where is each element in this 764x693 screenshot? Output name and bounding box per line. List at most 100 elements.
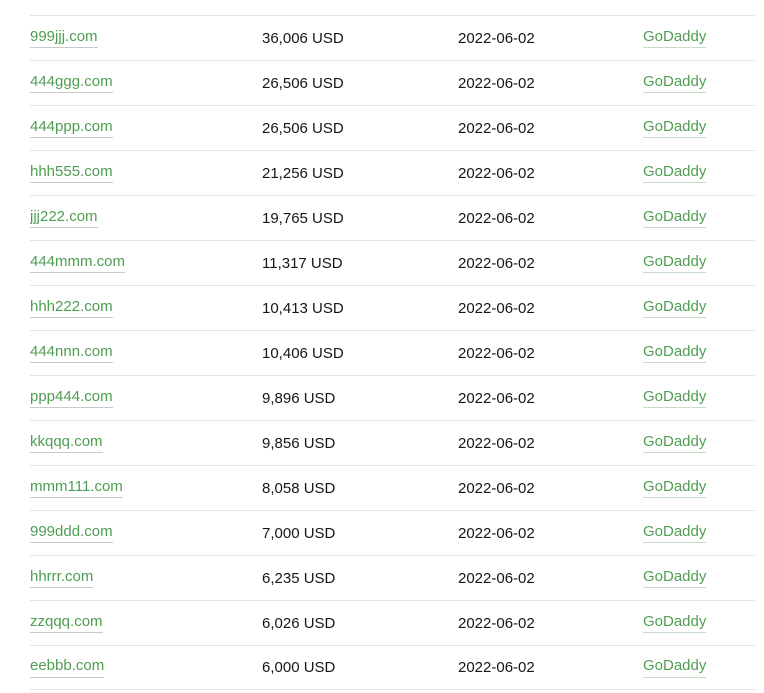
venue-cell: GoDaddy	[643, 118, 755, 139]
venue-cell: GoDaddy	[643, 208, 755, 229]
domain-cell: mmm111.com	[30, 478, 262, 499]
domain-cell: zzqqq.com	[30, 613, 262, 634]
date-value: 2022-06-02	[458, 119, 535, 137]
venue-cell: GoDaddy	[643, 478, 755, 499]
venue-link[interactable]: GoDaddy	[643, 253, 707, 274]
domain-link[interactable]: hhh222.com	[30, 298, 113, 319]
domain-cell: hhrrr.com	[30, 568, 262, 589]
domain-link[interactable]: zzqqq.com	[30, 613, 103, 634]
domain-link[interactable]: hhh555.com	[30, 163, 113, 184]
table-row: 999ddd.com 7,000 USD 2022-06-02 GoDaddy	[30, 510, 755, 555]
price-value: 9,896 USD	[262, 389, 336, 407]
venue-cell: GoDaddy	[643, 388, 755, 409]
venue-link[interactable]: GoDaddy	[643, 163, 707, 184]
venue-link[interactable]: GoDaddy	[643, 478, 707, 499]
domain-cell: hhh555.com	[30, 163, 262, 184]
date-value: 2022-06-02	[458, 209, 535, 227]
price-value: 7,000 USD	[262, 524, 336, 542]
table-row: mmm111.com 8,058 USD 2022-06-02 GoDaddy	[30, 465, 755, 510]
table-row: 444ggg.com 26,506 USD 2022-06-02 GoDaddy	[30, 60, 755, 105]
price-value: 21,256 USD	[262, 164, 344, 182]
venue-link[interactable]: GoDaddy	[643, 433, 707, 454]
domain-link[interactable]: 444nnn.com	[30, 343, 113, 364]
domain-link[interactable]: 999ddd.com	[30, 523, 113, 544]
domain-cell: 444ppp.com	[30, 118, 262, 139]
domain-cell: jjj222.com	[30, 208, 262, 229]
venue-cell: GoDaddy	[643, 73, 755, 94]
date-value: 2022-06-02	[458, 389, 535, 407]
venue-cell: GoDaddy	[643, 523, 755, 544]
price-value: 10,406 USD	[262, 344, 344, 362]
domain-link[interactable]: ppp444.com	[30, 388, 113, 409]
venue-link[interactable]: GoDaddy	[643, 73, 707, 94]
domain-sales-table: 999jjj.com 36,006 USD 2022-06-02 GoDaddy…	[30, 15, 755, 690]
venue-link[interactable]: GoDaddy	[643, 208, 707, 229]
table-row: 444nnn.com 10,406 USD 2022-06-02 GoDaddy	[30, 330, 755, 375]
date-value: 2022-06-02	[458, 524, 535, 542]
date-value: 2022-06-02	[458, 74, 535, 92]
venue-cell: GoDaddy	[643, 253, 755, 274]
price-value: 9,856 USD	[262, 434, 336, 452]
table-row: hhh222.com 10,413 USD 2022-06-02 GoDaddy	[30, 285, 755, 330]
date-value: 2022-06-02	[458, 344, 535, 362]
venue-cell: GoDaddy	[643, 28, 755, 49]
date-value: 2022-06-02	[458, 299, 535, 317]
venue-cell: GoDaddy	[643, 568, 755, 589]
domain-link[interactable]: jjj222.com	[30, 208, 98, 229]
venue-link[interactable]: GoDaddy	[643, 568, 707, 589]
venue-link[interactable]: GoDaddy	[643, 657, 707, 678]
table-row: hhh555.com 21,256 USD 2022-06-02 GoDaddy	[30, 150, 755, 195]
table-row: zzqqq.com 6,026 USD 2022-06-02 GoDaddy	[30, 600, 755, 645]
date-value: 2022-06-02	[458, 254, 535, 272]
table-row: 999jjj.com 36,006 USD 2022-06-02 GoDaddy	[30, 15, 755, 60]
venue-cell: GoDaddy	[643, 613, 755, 634]
price-value: 19,765 USD	[262, 209, 344, 227]
domain-link[interactable]: kkqqq.com	[30, 433, 103, 454]
domain-link[interactable]: hhrrr.com	[30, 568, 94, 589]
price-value: 36,006 USD	[262, 29, 344, 47]
date-value: 2022-06-02	[458, 569, 535, 587]
date-value: 2022-06-02	[458, 164, 535, 182]
domain-cell: eebbb.com	[30, 657, 262, 678]
table-row: ppp444.com 9,896 USD 2022-06-02 GoDaddy	[30, 375, 755, 420]
venue-cell: GoDaddy	[643, 657, 755, 678]
domain-cell: 999ddd.com	[30, 523, 262, 544]
date-value: 2022-06-02	[458, 479, 535, 497]
domain-link[interactable]: 444ggg.com	[30, 73, 113, 94]
domain-cell: kkqqq.com	[30, 433, 262, 454]
domain-cell: 999jjj.com	[30, 28, 262, 49]
venue-link[interactable]: GoDaddy	[643, 118, 707, 139]
domain-link[interactable]: 444mmm.com	[30, 253, 126, 274]
domain-cell: 444nnn.com	[30, 343, 262, 364]
price-value: 10,413 USD	[262, 299, 344, 317]
date-value: 2022-06-02	[458, 434, 535, 452]
venue-link[interactable]: GoDaddy	[643, 613, 707, 634]
venue-cell: GoDaddy	[643, 298, 755, 319]
table-row: hhrrr.com 6,235 USD 2022-06-02 GoDaddy	[30, 555, 755, 600]
domain-link[interactable]: 999jjj.com	[30, 28, 98, 49]
domain-link[interactable]: eebbb.com	[30, 657, 105, 678]
domain-cell: 444mmm.com	[30, 253, 262, 274]
domain-link[interactable]: mmm111.com	[30, 478, 123, 499]
venue-link[interactable]: GoDaddy	[643, 28, 707, 49]
domain-cell: 444ggg.com	[30, 73, 262, 94]
price-value: 8,058 USD	[262, 479, 336, 497]
table-row: 444ppp.com 26,506 USD 2022-06-02 GoDaddy	[30, 105, 755, 150]
table-row: kkqqq.com 9,856 USD 2022-06-02 GoDaddy	[30, 420, 755, 465]
price-value: 6,026 USD	[262, 614, 336, 632]
venue-cell: GoDaddy	[643, 343, 755, 364]
venue-link[interactable]: GoDaddy	[643, 298, 707, 319]
price-value: 26,506 USD	[262, 74, 344, 92]
domain-link[interactable]: 444ppp.com	[30, 118, 113, 139]
domain-cell: hhh222.com	[30, 298, 262, 319]
price-value: 6,235 USD	[262, 569, 336, 587]
venue-link[interactable]: GoDaddy	[643, 523, 707, 544]
table-row: eebbb.com 6,000 USD 2022-06-02 GoDaddy	[30, 645, 755, 690]
price-value: 26,506 USD	[262, 119, 344, 137]
venue-cell: GoDaddy	[643, 433, 755, 454]
date-value: 2022-06-02	[458, 659, 535, 676]
date-value: 2022-06-02	[458, 29, 535, 47]
domain-cell: ppp444.com	[30, 388, 262, 409]
venue-link[interactable]: GoDaddy	[643, 343, 707, 364]
venue-link[interactable]: GoDaddy	[643, 388, 707, 409]
